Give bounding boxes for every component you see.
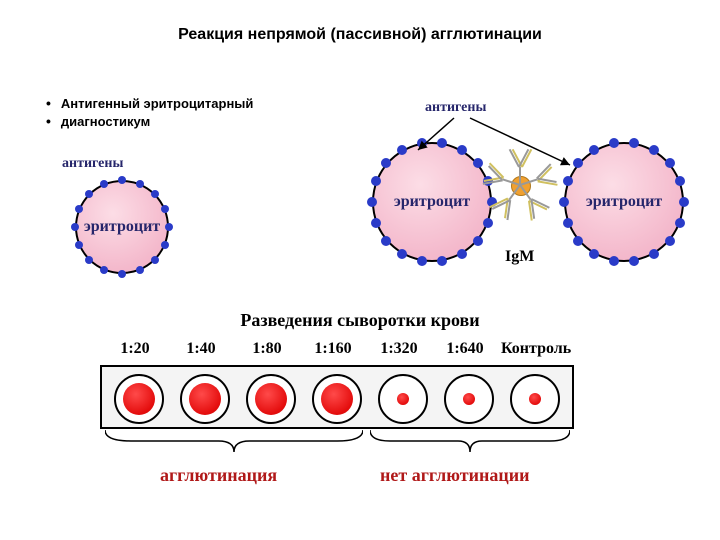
antigen-dot-icon — [161, 241, 169, 249]
page-title: Реакция непрямой (пассивной) агглютинаци… — [0, 26, 720, 44]
erythrocyte-label: эритроцит — [394, 193, 470, 211]
antigens-right-label: антигены — [425, 100, 486, 116]
antigen-dot-icon — [589, 249, 599, 259]
antigen-dot-icon — [563, 218, 573, 228]
antigen-dot-icon — [559, 197, 569, 207]
antigen-dot-icon — [437, 256, 447, 266]
antigen-dot-icon — [649, 145, 659, 155]
brace-no-agglutination-icon — [370, 430, 570, 458]
brace-agglutination-icon — [105, 430, 363, 458]
well — [444, 374, 494, 424]
antigen-dot-icon — [397, 145, 407, 155]
dilution-label: Контроль — [501, 340, 561, 358]
antigen-dot-icon — [483, 218, 493, 228]
dilution-title: Разведения сыворотки крови — [175, 310, 545, 331]
antigen-dot-icon — [487, 197, 497, 207]
antigen-dot-icon — [483, 176, 493, 186]
antigen-dot-icon — [473, 158, 483, 168]
bullet-dot-icon: • — [46, 114, 51, 128]
antigen-dot-icon — [85, 256, 93, 264]
antigen-dot-icon — [589, 145, 599, 155]
well — [114, 374, 164, 424]
antigen-dot-icon — [397, 249, 407, 259]
erythrocyte-label: эритроцит — [586, 193, 662, 211]
well — [312, 374, 362, 424]
antigen-dot-icon — [675, 218, 685, 228]
antigen-dot-icon — [457, 145, 467, 155]
well-fill-button — [529, 393, 541, 405]
antigen-dot-icon — [573, 158, 583, 168]
bullet-text: диагностикум — [61, 113, 150, 131]
antigen-dot-icon — [371, 176, 381, 186]
antigen-dot-icon — [100, 266, 108, 274]
antigen-dot-icon — [75, 241, 83, 249]
dilution-label: 1:160 — [303, 340, 363, 358]
antigen-dot-icon — [609, 138, 619, 148]
well-fill-agglutination — [255, 383, 287, 415]
dilution-label: 1:20 — [105, 340, 165, 358]
dilution-label: 1:640 — [435, 340, 495, 358]
well-fill-agglutination — [123, 383, 155, 415]
dilution-label: 1:320 — [369, 340, 429, 358]
antigen-dot-icon — [136, 180, 144, 188]
result-agglutination-label: агглютинация — [160, 465, 277, 486]
igm-label: IgM — [505, 248, 534, 266]
antigen-dot-icon — [417, 256, 427, 266]
antigen-dot-icon — [665, 236, 675, 246]
antigen-dot-icon — [629, 138, 639, 148]
antigen-dot-icon — [371, 218, 381, 228]
well — [510, 374, 560, 424]
antigen-dot-icon — [649, 249, 659, 259]
antigen-dot-icon — [665, 158, 675, 168]
well-tray — [100, 365, 574, 429]
antigen-dot-icon — [563, 176, 573, 186]
antigen-dot-icon — [151, 190, 159, 198]
well-fill-agglutination — [321, 383, 353, 415]
antigen-dot-icon — [136, 266, 144, 274]
dilution-label: 1:40 — [171, 340, 231, 358]
erythrocyte-mid: эритроцит — [372, 142, 492, 262]
well-fill-agglutination — [189, 383, 221, 415]
antigen-dot-icon — [118, 270, 126, 278]
antigen-dot-icon — [609, 256, 619, 266]
erythrocyte-label: эритроцит — [84, 218, 160, 236]
antigen-dot-icon — [71, 223, 79, 231]
bullet-text: Антигенный эритроцитарный — [61, 95, 253, 113]
dilution-label: 1:80 — [237, 340, 297, 358]
antigen-dot-icon — [675, 176, 685, 186]
well — [378, 374, 428, 424]
well-fill-button — [397, 393, 409, 405]
well — [180, 374, 230, 424]
antigen-dot-icon — [165, 223, 173, 231]
antigen-dot-icon — [118, 176, 126, 184]
bullet-item: • диагностикум — [46, 113, 253, 131]
antigens-left-label: антигены — [62, 156, 123, 172]
antigen-dot-icon — [100, 180, 108, 188]
erythrocyte-small: эритроцит — [75, 180, 169, 274]
result-no-agglutination-label: нет агглютинации — [380, 465, 529, 486]
antigen-dot-icon — [85, 190, 93, 198]
antigen-dot-icon — [161, 205, 169, 213]
bullet-list: • Антигенный эритроцитарный • диагностик… — [46, 95, 253, 131]
antigen-dot-icon — [629, 256, 639, 266]
well-fill-button — [463, 393, 475, 405]
antigen-dot-icon — [381, 236, 391, 246]
antigen-dot-icon — [367, 197, 377, 207]
well — [246, 374, 296, 424]
bullet-dot-icon: • — [46, 96, 51, 110]
antigen-dot-icon — [151, 256, 159, 264]
antigen-dot-icon — [679, 197, 689, 207]
erythrocyte-right: эритроцит — [564, 142, 684, 262]
antigen-dot-icon — [381, 158, 391, 168]
igm-core-icon — [511, 176, 531, 196]
bullet-item: • Антигенный эритроцитарный — [46, 95, 253, 113]
antigen-dot-icon — [437, 138, 447, 148]
antigen-dot-icon — [457, 249, 467, 259]
antigen-dot-icon — [417, 138, 427, 148]
antigen-dot-icon — [573, 236, 583, 246]
antigen-dot-icon — [75, 205, 83, 213]
antigen-dot-icon — [473, 236, 483, 246]
